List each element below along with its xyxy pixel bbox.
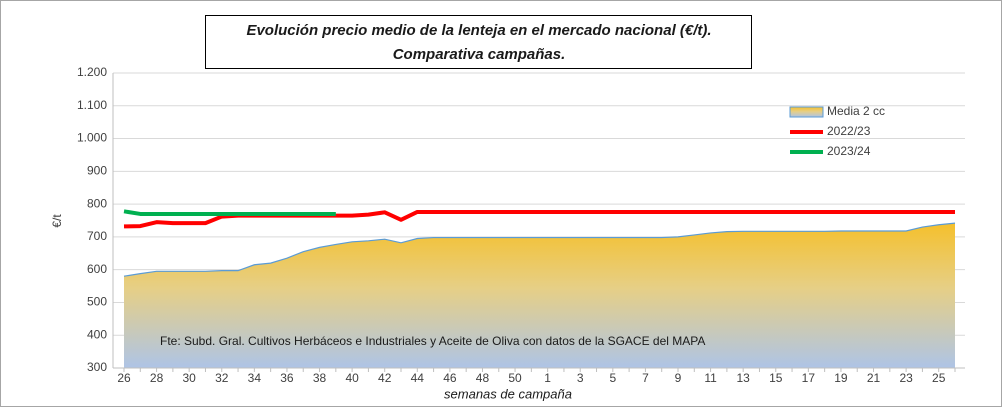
x-tick-label: 46 bbox=[443, 371, 457, 385]
legend-swatch bbox=[789, 106, 824, 118]
area bbox=[124, 223, 955, 368]
x-tick-label: 25 bbox=[932, 371, 946, 385]
source-note: Fte: Subd. Gral. Cultivos Herbáceos e In… bbox=[160, 334, 705, 348]
x-axis-title: semanas de campaña bbox=[444, 386, 572, 401]
x-tick-label: 5 bbox=[609, 371, 616, 385]
y-tick-label: 600 bbox=[87, 262, 107, 276]
x-tick-label: 1 bbox=[544, 371, 551, 385]
x-tick-label: 38 bbox=[313, 371, 327, 385]
y-tick-label: 700 bbox=[87, 229, 107, 243]
x-tick-label: 30 bbox=[182, 371, 196, 385]
x-tick-label: 11 bbox=[704, 371, 717, 385]
x-tick-label: 9 bbox=[675, 371, 682, 385]
line bbox=[123, 209, 336, 216]
x-tick-label: 19 bbox=[834, 371, 848, 385]
x-tick-label: 13 bbox=[736, 371, 750, 385]
x-tick-label: 32 bbox=[215, 371, 229, 385]
y-tick-label: 1.100 bbox=[77, 98, 107, 112]
x-tick-label: 48 bbox=[476, 371, 490, 385]
legend-label: 2022/23 bbox=[827, 124, 871, 138]
legend-label: Media 2 cc bbox=[827, 104, 885, 118]
x-tick-label: 40 bbox=[345, 371, 359, 385]
x-tick-label: 7 bbox=[642, 371, 649, 385]
legend-label: 2023/24 bbox=[827, 144, 871, 158]
y-tick-label: 500 bbox=[87, 295, 107, 309]
y-tick-label: 1.000 bbox=[77, 131, 107, 145]
x-tick-label: 42 bbox=[378, 371, 392, 385]
x-tick-label: 3 bbox=[577, 371, 584, 385]
x-tick-label: 15 bbox=[769, 371, 783, 385]
x-tick-label: 44 bbox=[411, 371, 425, 385]
title-box bbox=[205, 15, 752, 69]
x-tick-label: 21 bbox=[867, 371, 881, 385]
y-axis-title: €/t bbox=[50, 214, 64, 228]
chart-title: Comparativa campañas. bbox=[393, 46, 566, 63]
y-tick-label: 1.200 bbox=[77, 65, 107, 79]
x-tick-label: 34 bbox=[248, 371, 262, 385]
chart-title: Evolución precio medio de la lenteja en … bbox=[246, 22, 711, 39]
x-tick-label: 50 bbox=[508, 371, 522, 385]
y-tick-label: 800 bbox=[87, 196, 107, 210]
x-tick-label: 26 bbox=[117, 371, 131, 385]
x-tick-label: 17 bbox=[802, 371, 816, 385]
y-tick-label: 300 bbox=[87, 360, 107, 374]
x-tick-label: 28 bbox=[150, 371, 164, 385]
x-tick-label: 23 bbox=[899, 371, 913, 385]
area-line bbox=[123, 222, 956, 277]
y-tick-label: 900 bbox=[87, 164, 107, 178]
x-tick-label: 36 bbox=[280, 371, 294, 385]
y-tick-label: 400 bbox=[87, 327, 107, 341]
